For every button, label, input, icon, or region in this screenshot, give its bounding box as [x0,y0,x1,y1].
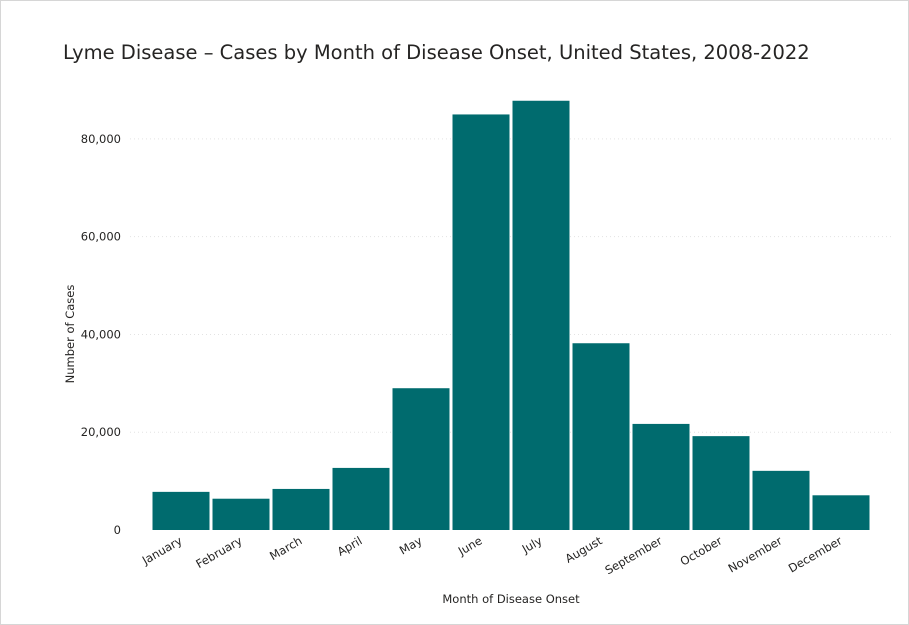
y-tick-label: 80,000 [81,132,121,146]
x-tick-label: July [519,533,545,556]
gridlines [130,138,891,433]
x-tick-label: August [563,533,605,565]
x-tick-label: November [726,533,785,575]
bar-march [272,488,330,530]
x-axis-ticks: January February March April May June July Augu… [139,533,845,577]
x-tick-label: June [455,533,485,558]
bar-june [452,114,510,530]
x-tick-label: February [193,533,244,571]
bar-november [752,470,810,530]
x-tick-label: September [602,533,664,577]
chart-title: Lyme Disease – Cases by Month of Disease… [63,41,810,64]
x-tick-label: April [335,533,365,558]
x-tick-label: May [397,533,425,557]
x-tick-label: January [139,533,185,568]
x-tick-label: March [267,533,304,563]
bars [152,100,870,530]
bar-august [572,343,630,530]
bar-september [632,423,690,530]
bar-may [392,388,450,530]
bar-february [212,498,270,530]
y-axis-ticks: 0 20,000 40,000 60,000 80,000 [81,132,121,537]
bar-december [812,495,870,530]
bar-july [512,100,570,530]
y-tick-label: 0 [114,523,121,537]
bar-october [692,436,750,530]
y-axis-title: Number of Cases [63,285,77,384]
bar-april [332,467,390,530]
x-tick-label: December [786,533,845,575]
bar-january [152,491,210,530]
y-tick-label: 60,000 [81,230,121,244]
y-tick-label: 40,000 [81,327,121,341]
y-tick-label: 20,000 [81,425,121,439]
x-tick-label: October [678,533,725,568]
x-axis-title: Month of Disease Onset [442,592,580,606]
